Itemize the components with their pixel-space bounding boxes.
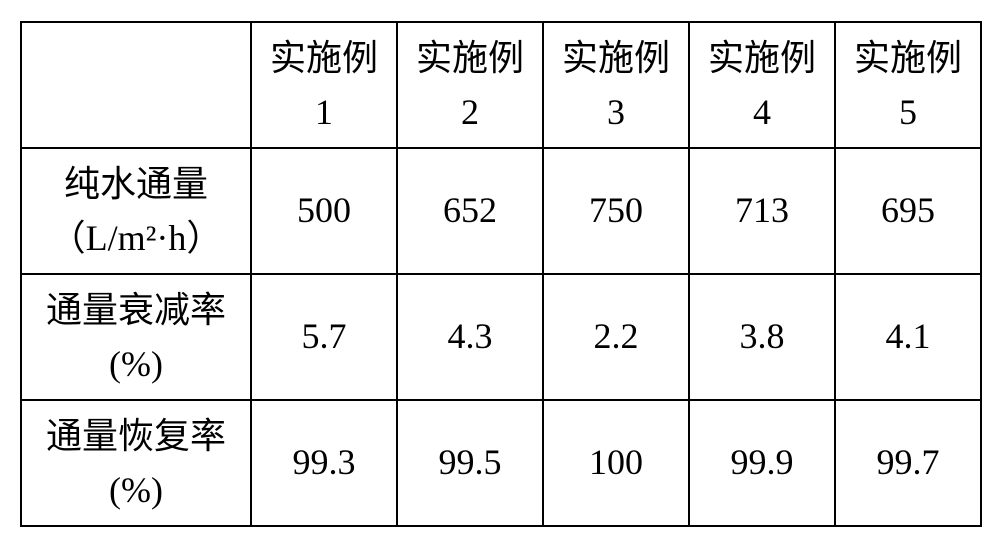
cell-2-2: 100	[543, 400, 689, 526]
header-cell-4: 实施例 4	[689, 22, 835, 148]
row-label-2: 通量恢复率 (%)	[21, 400, 251, 526]
row-label-1-line2: (%)	[26, 337, 246, 391]
header-cell-empty	[21, 22, 251, 148]
row-label-0-line1: 纯水通量	[26, 157, 246, 211]
header-label-2-line1: 实施例	[402, 31, 538, 85]
header-cell-3: 实施例 3	[543, 22, 689, 148]
cell-2-4: 99.7	[835, 400, 981, 526]
header-label-4-line1: 实施例	[694, 31, 830, 85]
row-label-1: 通量衰减率 (%)	[21, 274, 251, 400]
row-label-2-line2: (%)	[26, 463, 246, 517]
cell-1-3: 3.8	[689, 274, 835, 400]
row-label-1-line1: 通量衰减率	[26, 283, 246, 337]
table-header-row: 实施例 1 实施例 2 实施例 3 实施例 4 实施例 5	[21, 22, 981, 148]
cell-2-0: 99.3	[251, 400, 397, 526]
header-label-1-line2: 1	[256, 85, 392, 139]
row-label-2-line1: 通量恢复率	[26, 409, 246, 463]
header-cell-2: 实施例 2	[397, 22, 543, 148]
cell-0-2: 750	[543, 148, 689, 274]
header-label-5-line2: 5	[840, 85, 976, 139]
header-label-1-line1: 实施例	[256, 31, 392, 85]
data-table: 实施例 1 实施例 2 实施例 3 实施例 4 实施例 5	[20, 21, 982, 527]
cell-1-4: 4.1	[835, 274, 981, 400]
cell-0-3: 713	[689, 148, 835, 274]
cell-1-1: 4.3	[397, 274, 543, 400]
cell-0-1: 652	[397, 148, 543, 274]
cell-2-3: 99.9	[689, 400, 835, 526]
row-label-0: 纯水通量 （L/m²·h）	[21, 148, 251, 274]
table-row: 纯水通量 （L/m²·h） 500 652 750 713 695	[21, 148, 981, 274]
table-row: 通量恢复率 (%) 99.3 99.5 100 99.9 99.7	[21, 400, 981, 526]
header-label-3-line2: 3	[548, 85, 684, 139]
header-cell-1: 实施例 1	[251, 22, 397, 148]
cell-1-2: 2.2	[543, 274, 689, 400]
header-label-3-line1: 实施例	[548, 31, 684, 85]
header-label-5-line1: 实施例	[840, 31, 976, 85]
cell-0-0: 500	[251, 148, 397, 274]
header-label-4-line2: 4	[694, 85, 830, 139]
row-label-0-line2: （L/m²·h）	[26, 211, 246, 265]
cell-0-4: 695	[835, 148, 981, 274]
data-table-container: 实施例 1 实施例 2 实施例 3 实施例 4 实施例 5	[20, 21, 980, 527]
table-row: 通量衰减率 (%) 5.7 4.3 2.2 3.8 4.1	[21, 274, 981, 400]
header-label-2-line2: 2	[402, 85, 538, 139]
header-cell-5: 实施例 5	[835, 22, 981, 148]
cell-1-0: 5.7	[251, 274, 397, 400]
cell-2-1: 99.5	[397, 400, 543, 526]
